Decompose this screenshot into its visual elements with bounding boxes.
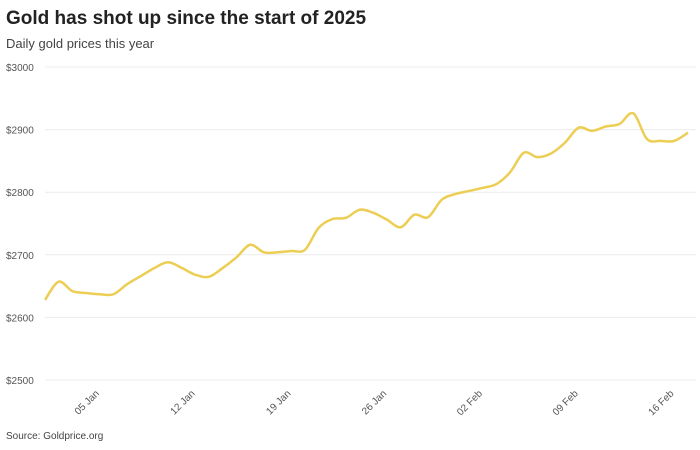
source: Source: Goldprice.org (6, 431, 103, 442)
x-tick-label: 12 Jan (169, 388, 198, 417)
x-tick-label: 02 Feb (455, 388, 485, 418)
x-tick-label: 26 Jan (360, 388, 389, 417)
chart-subtitle: Daily gold prices this year (6, 36, 155, 51)
y-tick-label: $2500 (6, 376, 34, 387)
y-tick-label: $2600 (6, 313, 34, 324)
chart-title: Gold has shot up since the start of 2025 (6, 8, 366, 29)
x-tick-label: 09 Feb (551, 388, 581, 418)
y-tick-label: $2700 (6, 251, 34, 262)
x-tick-label: 16 Feb (647, 388, 677, 418)
y-tick-label: $3000 (6, 63, 34, 74)
x-tick-label: 05 Jan (73, 388, 102, 417)
y-tick-label: $2900 (6, 126, 34, 137)
y-tick-label: $2800 (6, 188, 34, 199)
price-line (43, 111, 689, 301)
x-tick-label: 19 Jan (264, 388, 293, 417)
